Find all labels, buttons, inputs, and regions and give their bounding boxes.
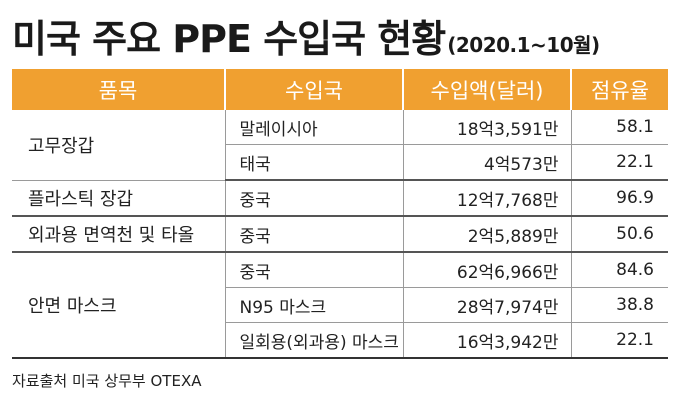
country-cell: 태국 [224,144,403,181]
amount-cell: 4억573만 [402,144,571,181]
amount-cell: 28억7,974만 [402,287,571,323]
amount-cell: 62억6,966만 [402,252,571,288]
amount-cell: 18억3,591만 [402,110,571,145]
share-cell: 96.9 [570,180,668,217]
item-cell: 외과용 면역천 및 타올 [12,216,225,253]
table-header-row: 품목 수입국 수입액(달러) 점유율 [12,69,668,110]
amount-cell: 12억7,768만 [402,180,571,217]
title-period: (2020.1~10월) [447,33,600,57]
country-cell: 일회용(외과용) 마스크 [224,322,403,359]
share-cell: 84.6 [570,252,668,288]
country-cell: 중국 [224,252,403,288]
item-cell: 고무장갑 [12,110,225,181]
header-share: 점유율 [570,69,668,110]
amount-cell: 16억3,942만 [402,322,571,359]
table-row: 플라스틱 장갑 중국 12억7,768만 96.9 [12,180,668,217]
header-item: 품목 [12,69,225,110]
title-main: 미국 주요 PPE 수입국 현황 [12,17,446,61]
source-note: 자료출처 미국 상무부 OTEXA [12,372,202,390]
ppe-import-table: 품목 수입국 수입액(달러) 점유율 고무장갑 말레이시아 18억3,591만 … [12,69,668,359]
item-cell: 플라스틱 장갑 [12,180,225,217]
table-row: 안면 마스크 중국 62억6,966만 84.6 [12,252,668,359]
country-cell: 중국 [224,216,403,253]
table-row: 일회용(외과용) 마스크 16억3,942만 22.1 [12,322,668,359]
header-amount: 수입액(달러) [402,69,571,110]
table-row: N95 마스크 28억7,974만 38.8 [12,287,668,323]
share-cell: 38.8 [570,287,668,323]
header-country: 수입국 [224,69,403,110]
share-cell: 22.1 [570,322,668,359]
amount-cell: 2억5,889만 [402,216,571,253]
country-cell: N95 마스크 [224,287,403,323]
table-row: 고무장갑 말레이시아 18억3,591만 58.1 [12,110,668,181]
share-cell: 58.1 [570,110,668,145]
country-cell: 중국 [224,180,403,217]
share-cell: 22.1 [570,144,668,181]
page-title: 미국 주요 PPE 수입국 현황 (2020.1~10월) [12,8,600,63]
country-cell: 말레이시아 [224,110,403,145]
table-row: 외과용 면역천 및 타올 중국 2억5,889만 50.6 [12,216,668,253]
table-row: 태국 4억573만 22.1 [12,144,668,181]
share-cell: 50.6 [570,216,668,253]
item-cell: 안면 마스크 [12,252,225,359]
